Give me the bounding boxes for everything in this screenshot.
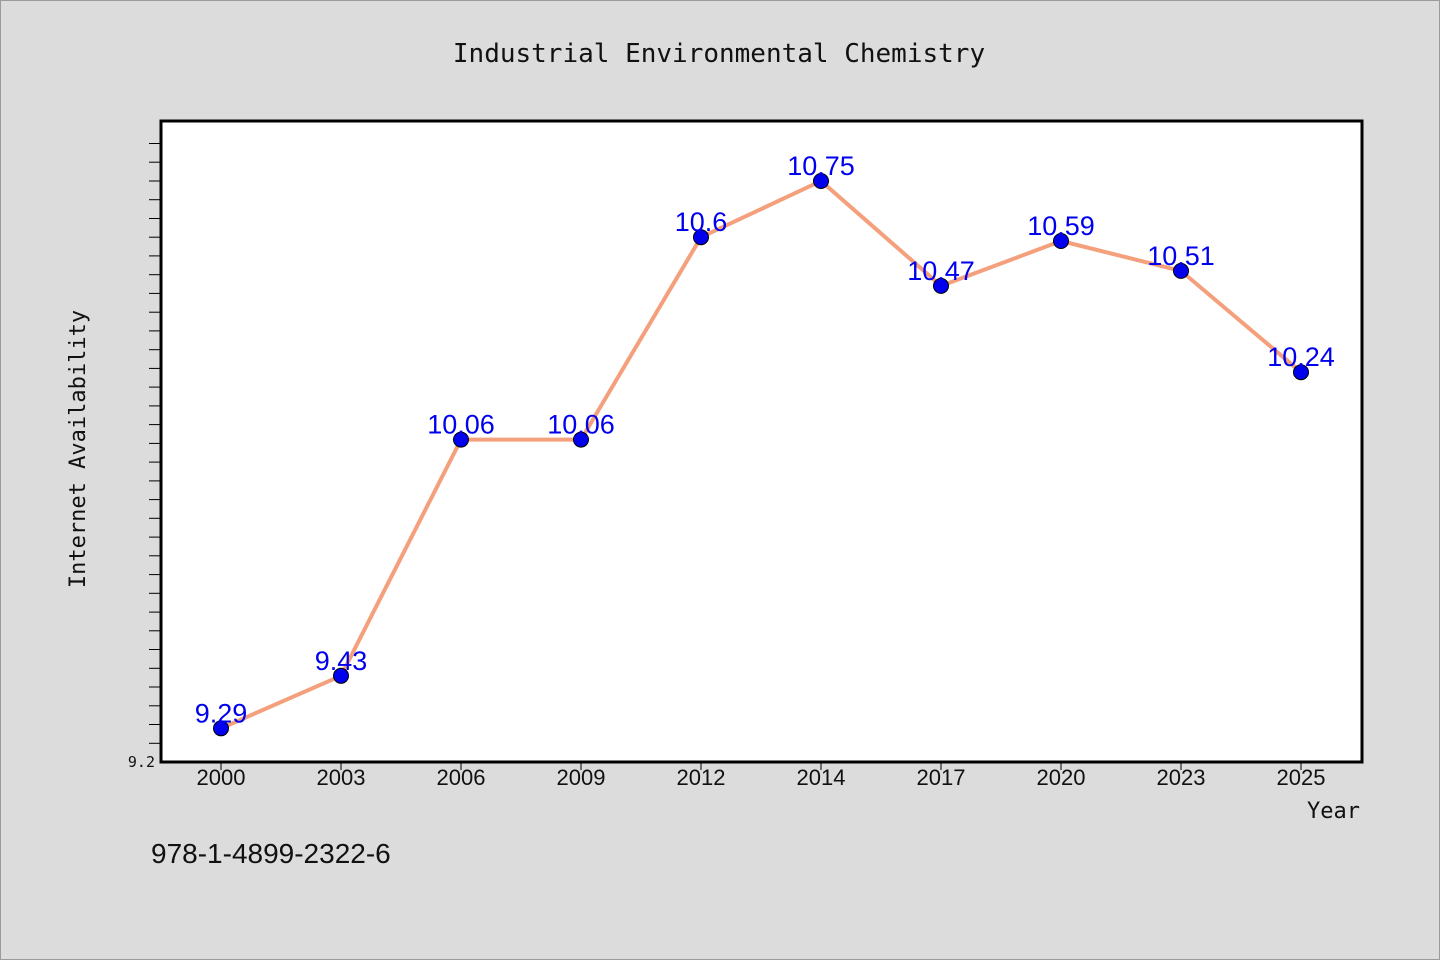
data-point: [693, 229, 709, 246]
data-label: 10.75: [787, 151, 855, 181]
x-axis-label: Year: [1307, 799, 1360, 824]
data-point: [573, 431, 589, 448]
x-axis-tick-label: 2025: [1277, 765, 1326, 790]
data-label: 10.59: [1027, 211, 1095, 241]
x-axis-tick-label: 2020: [1037, 765, 1086, 790]
x-axis-tick-label: 2009: [557, 765, 606, 790]
data-label: 10.06: [547, 410, 615, 440]
data-point: [213, 720, 229, 737]
y-axis-label: Internet Availability: [66, 310, 91, 588]
series-line: [219, 179, 1303, 731]
y-axis-min-label: 9.2: [128, 753, 155, 771]
data-point: [813, 173, 829, 189]
x-axis-tick-label: 2006: [437, 765, 486, 790]
plot-area: [159, 119, 1364, 764]
data-label: 10.51: [1147, 241, 1215, 271]
isbn-text: 978-1-4899-2322-6: [151, 838, 391, 869]
x-axis-tick-labels: 2000 2003 2006 2009 2012 2014 2017 2020 2023 2025: [197, 765, 1326, 790]
data-label: 9.43: [315, 646, 368, 676]
data-point: [1053, 233, 1069, 249]
y-axis-ticks: [149, 143, 160, 744]
data-labels: 9.29 9.43 10.06 10.06 10.6 10.75 10.47 10.59 10.…: [195, 151, 1335, 728]
data-label: 9.29: [195, 698, 248, 728]
x-axis-tick-label: 2012: [677, 765, 726, 790]
x-axis-ticks: [220, 763, 1302, 770]
x-axis-tick-label: 2023: [1157, 765, 1206, 790]
x-axis-tick-label: 2014: [797, 765, 846, 790]
data-point: [1173, 262, 1189, 279]
data-point: [453, 431, 469, 448]
data-label: 10.6: [675, 207, 728, 237]
data-point: [933, 277, 949, 294]
data-point: [1293, 364, 1309, 381]
data-label: 10.24: [1267, 342, 1335, 372]
x-axis-tick-label: 2017: [917, 765, 966, 790]
x-axis-tick-label: 2003: [317, 765, 366, 790]
data-label: 10.06: [427, 410, 495, 440]
x-axis-tick-label: 2000: [197, 765, 246, 790]
series-markers: [213, 173, 1309, 737]
data-point: [333, 667, 349, 684]
data-label: 10.47: [907, 256, 975, 286]
chart-title: Industrial Environmental Chemistry: [453, 39, 985, 69]
